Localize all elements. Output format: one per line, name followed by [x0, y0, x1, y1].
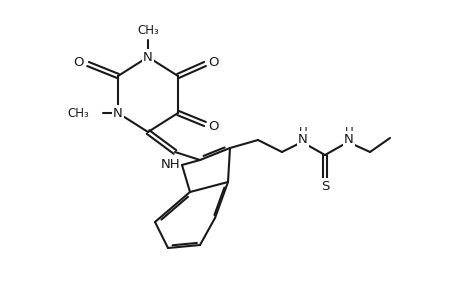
Text: N: N: [143, 50, 152, 64]
Text: N: N: [297, 133, 307, 146]
Text: S: S: [320, 179, 329, 193]
Text: CH₃: CH₃: [67, 106, 89, 119]
Text: N: N: [113, 106, 123, 119]
Text: H: H: [298, 125, 307, 139]
Text: O: O: [208, 119, 219, 133]
Text: O: O: [73, 56, 84, 68]
Text: N: N: [343, 133, 353, 146]
Text: H: H: [344, 125, 353, 139]
Text: NH: NH: [160, 158, 179, 170]
Text: CH₃: CH₃: [137, 23, 158, 37]
Text: O: O: [208, 56, 219, 68]
